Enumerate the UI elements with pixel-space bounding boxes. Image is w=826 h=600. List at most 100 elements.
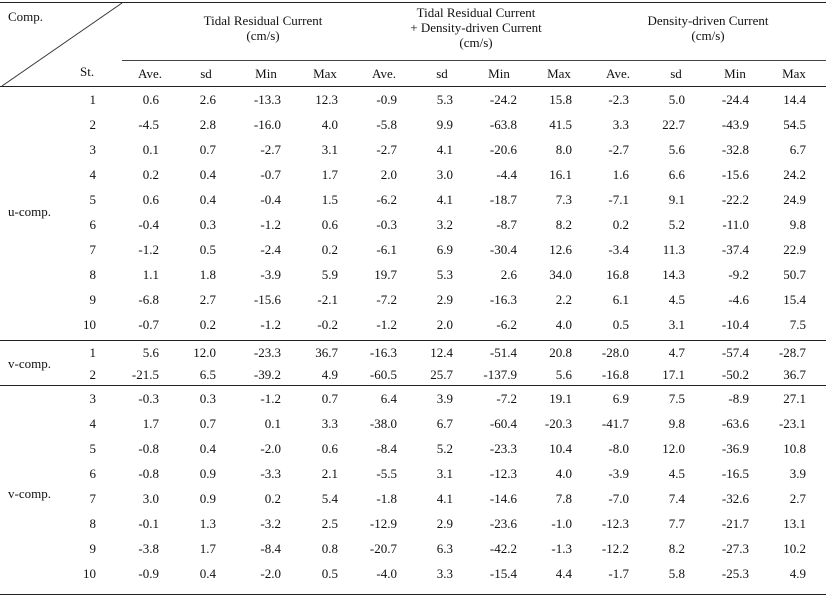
table-cell: -8.4 xyxy=(376,441,397,456)
station-number: 2 xyxy=(89,117,97,132)
table-cell: -2.1 xyxy=(317,292,338,307)
table-cell: 6.7 xyxy=(789,142,806,157)
table-cell: -1.0 xyxy=(551,516,572,531)
table-cell: 5.6 xyxy=(555,367,572,382)
table-cell: 2.5 xyxy=(321,516,338,531)
table-cell: 12.4 xyxy=(430,345,453,360)
table-cell: 27.1 xyxy=(783,391,806,406)
station-number: 9 xyxy=(89,292,97,307)
table-cell: -1.2 xyxy=(260,217,281,232)
group-header-line: (cm/s) xyxy=(691,28,725,43)
table-cell: -23.1 xyxy=(778,416,806,431)
table-cell: 6.5 xyxy=(199,367,216,382)
table-cell: -28.7 xyxy=(778,345,806,360)
table-cell: 7.7 xyxy=(668,516,685,531)
table-cell: -1.3 xyxy=(551,541,572,556)
table-cell: 4.0 xyxy=(555,317,572,332)
table-cell: 4.1 xyxy=(436,491,453,506)
table-cell: 6.4 xyxy=(380,391,397,406)
table-cell: -3.4 xyxy=(608,242,629,257)
table-cell: 1.5 xyxy=(321,192,338,207)
table-cell: -0.3 xyxy=(376,217,397,232)
comp-header: Comp. xyxy=(8,9,44,24)
table-cell: 14.4 xyxy=(783,92,806,107)
table-cell: -0.8 xyxy=(138,466,159,481)
table-cell: -60.4 xyxy=(489,416,517,431)
table-cell: -0.7 xyxy=(138,317,159,332)
table-cell: 4.9 xyxy=(321,367,338,382)
table-cell: -57.4 xyxy=(721,345,749,360)
table-cell: -7.2 xyxy=(376,292,397,307)
table-cell: -7.2 xyxy=(496,391,517,406)
table-cell: -8.7 xyxy=(496,217,517,232)
table-cell: -6.2 xyxy=(376,192,397,207)
table-cell: -6.2 xyxy=(496,317,517,332)
table-cell: 3.9 xyxy=(789,466,806,481)
table-cell: 22.9 xyxy=(783,242,806,257)
table-cell: -60.5 xyxy=(369,367,397,382)
table-cell: -3.9 xyxy=(608,466,629,481)
table-cell: 2.9 xyxy=(436,292,453,307)
table-cell: 8.2 xyxy=(555,217,572,232)
table-cell: -37.4 xyxy=(721,242,749,257)
section-rule-1 xyxy=(0,340,826,341)
group-header-line: (cm/s) xyxy=(246,28,280,43)
table-cell: -9.2 xyxy=(728,267,749,282)
station-number: 9 xyxy=(89,541,97,556)
table-cell: -4.4 xyxy=(496,167,517,182)
table-cell: -6.1 xyxy=(376,242,397,257)
table-cell: 10.4 xyxy=(549,441,572,456)
section-label: u-comp. xyxy=(8,204,51,219)
table-cell: 19.1 xyxy=(549,391,572,406)
table-cell: -21.7 xyxy=(721,516,749,531)
table-cell: -8.4 xyxy=(260,541,281,556)
station-number: 8 xyxy=(89,516,97,531)
table-cell: 0.5 xyxy=(199,242,216,257)
table-cell: 1.7 xyxy=(321,167,338,182)
table-cell: 5.3 xyxy=(436,267,453,282)
group-header-line: Density-driven Current xyxy=(647,13,769,28)
table-cell: 5.2 xyxy=(436,441,453,456)
table-cell: -0.4 xyxy=(138,217,159,232)
table-cell: 9.8 xyxy=(789,217,806,232)
table-cell: 3.0 xyxy=(436,167,453,182)
table-cell: 7.3 xyxy=(555,192,572,207)
table-cell: -12.3 xyxy=(489,466,517,481)
table-cell: 7.4 xyxy=(668,491,685,506)
table-cell: 0.4 xyxy=(199,167,216,182)
table-cell: 0.2 xyxy=(142,167,159,182)
table-cell: 0.1 xyxy=(264,416,281,431)
table-cell: -7.0 xyxy=(608,491,629,506)
table-cell: 50.7 xyxy=(783,267,806,282)
table-cell: 10.8 xyxy=(783,441,806,456)
station-number: 3 xyxy=(89,142,97,157)
table-cell: 0.8 xyxy=(321,541,338,556)
header-divider xyxy=(122,60,826,61)
table-cell: -2.0 xyxy=(260,441,281,456)
table-cell: 0.6 xyxy=(142,92,159,107)
table-cell: -63.8 xyxy=(489,117,517,132)
table-cell: 3.1 xyxy=(668,317,685,332)
table-cell: -1.2 xyxy=(260,391,281,406)
table-cell: 3.1 xyxy=(436,466,453,481)
table-cell: -23.3 xyxy=(489,441,517,456)
table-cell: -2.4 xyxy=(260,242,281,257)
table-cell: 10.2 xyxy=(783,541,806,556)
table-cell: 25.7 xyxy=(430,367,453,382)
table-cell: 0.7 xyxy=(199,142,216,157)
table-cell: 4.0 xyxy=(321,117,338,132)
table-cell: -39.2 xyxy=(253,367,281,382)
section-label: v-comp. xyxy=(8,486,51,501)
table-cell: 6.6 xyxy=(668,167,685,182)
table-cell: -4.5 xyxy=(138,117,159,132)
table-cell: -51.4 xyxy=(489,345,517,360)
subcol-header: Ave. xyxy=(138,66,162,81)
table-cell: 8.2 xyxy=(668,541,685,556)
station-number: 7 xyxy=(89,491,97,506)
table-cell: 3.3 xyxy=(321,416,338,431)
table-cell: 0.3 xyxy=(199,217,216,232)
table-cell: 54.5 xyxy=(783,117,806,132)
table-cell: 4.5 xyxy=(668,292,685,307)
table-cell: -2.0 xyxy=(260,566,281,581)
